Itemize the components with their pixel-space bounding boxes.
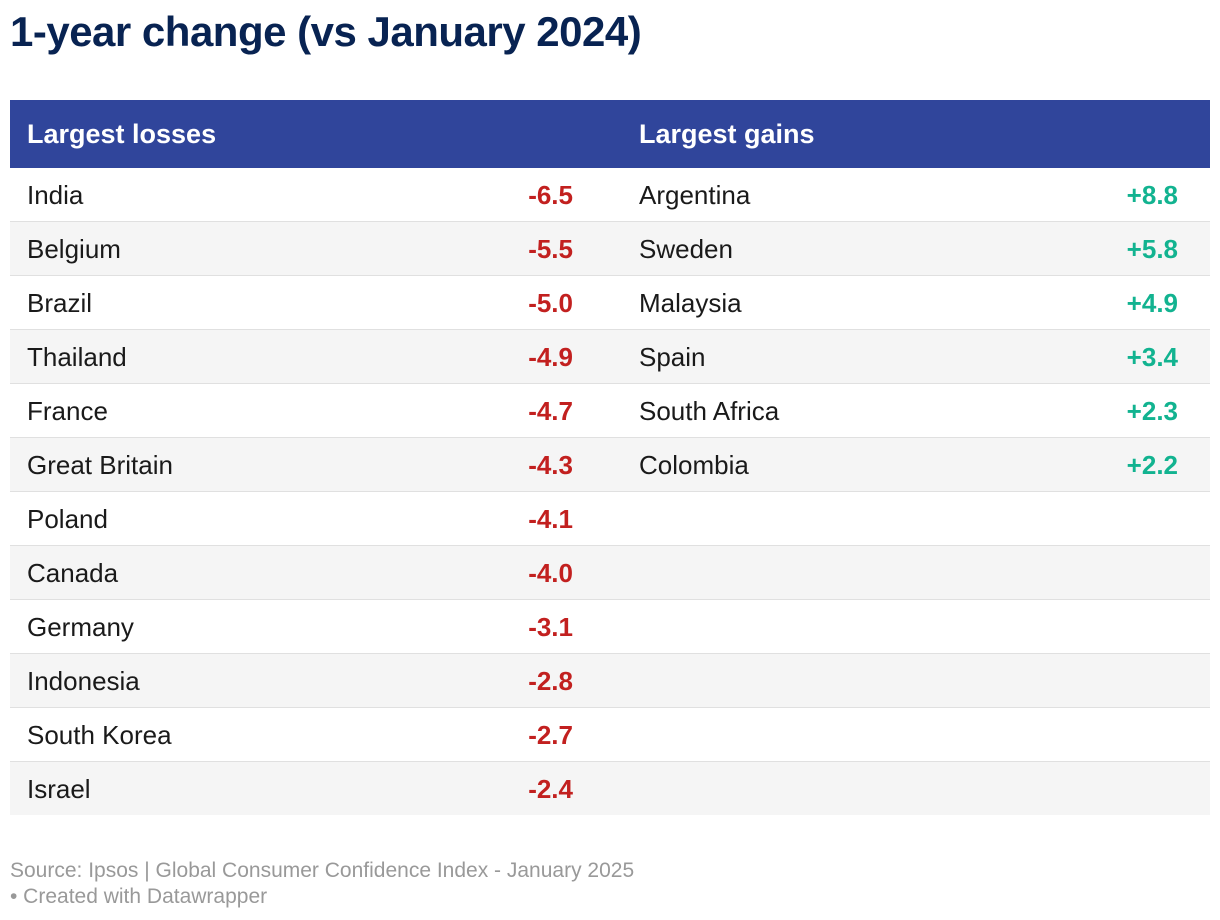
gains-country-name: Sweden: [639, 234, 733, 264]
gains-cell: Malaysia +4.9: [622, 276, 1210, 329]
gains-value: +5.8: [1126, 234, 1178, 264]
losses-cell: Germany -3.1: [10, 600, 622, 653]
losses-cell: India -6.5: [10, 168, 622, 221]
gains-value: +4.9: [1126, 288, 1178, 318]
losses-cell: Belgium -5.5: [10, 222, 622, 275]
table-row: Great Britain -4.3 Colombia +2.2: [10, 438, 1210, 492]
losses-country-name: Thailand: [27, 342, 127, 372]
losses-country-name: Belgium: [27, 234, 121, 264]
losses-country-name: France: [27, 396, 108, 426]
losses-value: -4.9: [528, 342, 573, 372]
losses-country-name: Germany: [27, 612, 134, 642]
losses-value: -5.5: [528, 234, 573, 264]
gains-cell: [622, 708, 1210, 761]
losses-cell: Israel -2.4: [10, 762, 622, 815]
table-body: India -6.5 Argentina +8.8 Belgium -5.5 Sweden +…: [10, 168, 1210, 815]
losses-country-name: Poland: [27, 504, 108, 534]
table-row: Germany -3.1: [10, 600, 1210, 654]
losses-country-name: Indonesia: [27, 666, 140, 696]
losses-cell: Canada -4.0: [10, 546, 622, 599]
losses-value: -4.1: [528, 504, 573, 534]
losses-country-name: Israel: [27, 774, 91, 804]
table-row: Brazil -5.0 Malaysia +4.9: [10, 276, 1210, 330]
losses-value: -3.1: [528, 612, 573, 642]
losses-value: -4.7: [528, 396, 573, 426]
gains-value: +8.8: [1126, 180, 1178, 210]
gains-cell: [622, 762, 1210, 815]
table-row: Belgium -5.5 Sweden +5.8: [10, 222, 1210, 276]
gains-country-name: South Africa: [639, 396, 780, 426]
table-row: Indonesia -2.8: [10, 654, 1210, 708]
losses-cell: South Korea -2.7: [10, 708, 622, 761]
losses-value: -5.0: [528, 288, 573, 318]
table-row: India -6.5 Argentina +8.8: [10, 168, 1210, 222]
gains-country-name: Argentina: [639, 180, 751, 210]
table-row: Israel -2.4: [10, 762, 1210, 815]
losses-cell: Thailand -4.9: [10, 330, 622, 383]
table-row: Canada -4.0: [10, 546, 1210, 600]
table-row: Thailand -4.9 Spain +3.4: [10, 330, 1210, 384]
gains-cell: [622, 600, 1210, 653]
header-gains: Largest gains: [639, 119, 815, 149]
losses-cell: France -4.7: [10, 384, 622, 437]
chart-title: 1-year change (vs January 2024): [10, 8, 642, 55]
losses-country-name: Great Britain: [27, 450, 173, 480]
losses-value: -2.4: [528, 774, 573, 804]
losses-value: -2.7: [528, 720, 573, 750]
source-note: Source: Ipsos | Global Consumer Confiden…: [10, 859, 635, 882]
gains-cell: Sweden +5.8: [622, 222, 1210, 275]
gains-cell: [622, 492, 1210, 545]
losses-cell: Poland -4.1: [10, 492, 622, 545]
gains-country-name: Colombia: [639, 450, 749, 480]
losses-cell: Indonesia -2.8: [10, 654, 622, 707]
gains-value: +2.3: [1126, 396, 1178, 426]
gains-cell: [622, 546, 1210, 599]
gains-cell: Colombia +2.2: [622, 438, 1210, 491]
gains-value: +2.2: [1126, 450, 1178, 480]
table-header: Largest losses Largest gains: [10, 100, 1210, 168]
gains-cell: Spain +3.4: [622, 330, 1210, 383]
losses-value: -4.0: [528, 558, 573, 588]
credit-note: • Created with Datawrapper: [10, 885, 268, 908]
losses-country-name: India: [27, 180, 84, 210]
losses-country-name: Canada: [27, 558, 119, 588]
gains-cell: [622, 654, 1210, 707]
table-row: Poland -4.1: [10, 492, 1210, 546]
gains-country-name: Malaysia: [639, 288, 742, 318]
table-row: South Korea -2.7: [10, 708, 1210, 762]
losses-value: -4.3: [528, 450, 573, 480]
gains-country-name: Spain: [639, 342, 706, 372]
losses-cell: Great Britain -4.3: [10, 438, 622, 491]
gains-cell: South Africa +2.3: [622, 384, 1210, 437]
losses-cell: Brazil -5.0: [10, 276, 622, 329]
gains-cell: Argentina +8.8: [622, 168, 1210, 221]
losses-value: -2.8: [528, 666, 573, 696]
losses-value: -6.5: [528, 180, 573, 210]
gains-value: +3.4: [1126, 342, 1178, 372]
losses-country-name: Brazil: [27, 288, 93, 318]
change-table: Largest losses Largest gains India -6.5 Ar…: [10, 100, 1210, 815]
losses-country-name: South Korea: [27, 720, 172, 750]
table-row: France -4.7 South Africa +2.3: [10, 384, 1210, 438]
header-losses: Largest losses: [27, 119, 217, 149]
